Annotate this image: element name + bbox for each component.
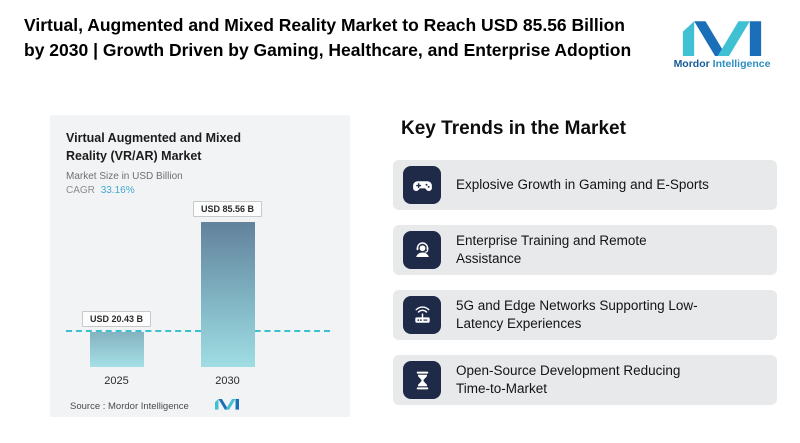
year-label: 2030	[215, 375, 240, 388]
reference-line	[66, 330, 330, 333]
chart-title: Virtual Augmented and Mixed Reality (VR/…	[66, 131, 242, 164]
bar-2030	[200, 222, 255, 368]
trend-item-gaming: Explosive Growth in Gaming and E-Sports	[393, 160, 777, 210]
trend-item-5g: 5G and Edge Networks Supporting Low- Lat…	[393, 290, 777, 340]
cagr-row: CAGR 33.16%	[66, 185, 334, 196]
year-label: 2025	[104, 375, 129, 388]
trend-list: Explosive Growth in Gaming and E-Sports …	[393, 160, 777, 405]
trends-panel: Key Trends in the Market Explosive Growt…	[393, 118, 777, 405]
trend-label: Enterprise Training and Remote Assistanc…	[456, 232, 647, 266]
bar-chart: USD 20.43 B 2025 USD 85.56 B 2030	[66, 198, 334, 388]
source-text: Source : Mordor Intelligence	[70, 400, 189, 412]
support-agent-icon	[403, 231, 441, 269]
trend-label: Open-Source Development Reducing Time-to…	[456, 362, 681, 396]
trend-item-opensource: Open-Source Development Reducing Time-to…	[393, 355, 777, 405]
trend-item-enterprise: Enterprise Training and Remote Assistanc…	[393, 225, 777, 275]
hourglass-icon	[403, 361, 441, 399]
trend-label: 5G and Edge Networks Supporting Low- Lat…	[456, 297, 698, 331]
brand-name: Mordor Intelligence	[673, 58, 771, 70]
bar-group-2025: USD 20.43 B 2025	[82, 311, 152, 388]
mordor-m-logo-icon	[672, 16, 772, 56]
trends-heading: Key Trends in the Market	[401, 118, 626, 139]
cagr-value: 33.16%	[100, 185, 135, 197]
chart-card: Virtual Augmented and Mixed Reality (VR/…	[50, 115, 350, 417]
chart-subtitle: Market Size in USD Billion	[66, 171, 183, 183]
bar-group-2030: USD 85.56 B 2030	[193, 201, 263, 388]
router-icon	[403, 296, 441, 334]
value-label: USD 20.43 B	[82, 311, 152, 328]
gamepad-icon	[403, 166, 441, 204]
trend-label: Explosive Growth in Gaming and E-Sports	[456, 176, 709, 192]
bar-2025	[89, 332, 144, 368]
brand-logo: Mordor Intelligence	[672, 16, 772, 70]
value-label: USD 85.56 B	[193, 201, 263, 218]
cagr-label: CAGR	[66, 185, 95, 197]
page-title: Virtual, Augmented and Mixed Reality Mar…	[24, 15, 632, 60]
source-row: Source : Mordor Intelligence	[66, 397, 334, 415]
source-logo-icon	[214, 397, 239, 415]
